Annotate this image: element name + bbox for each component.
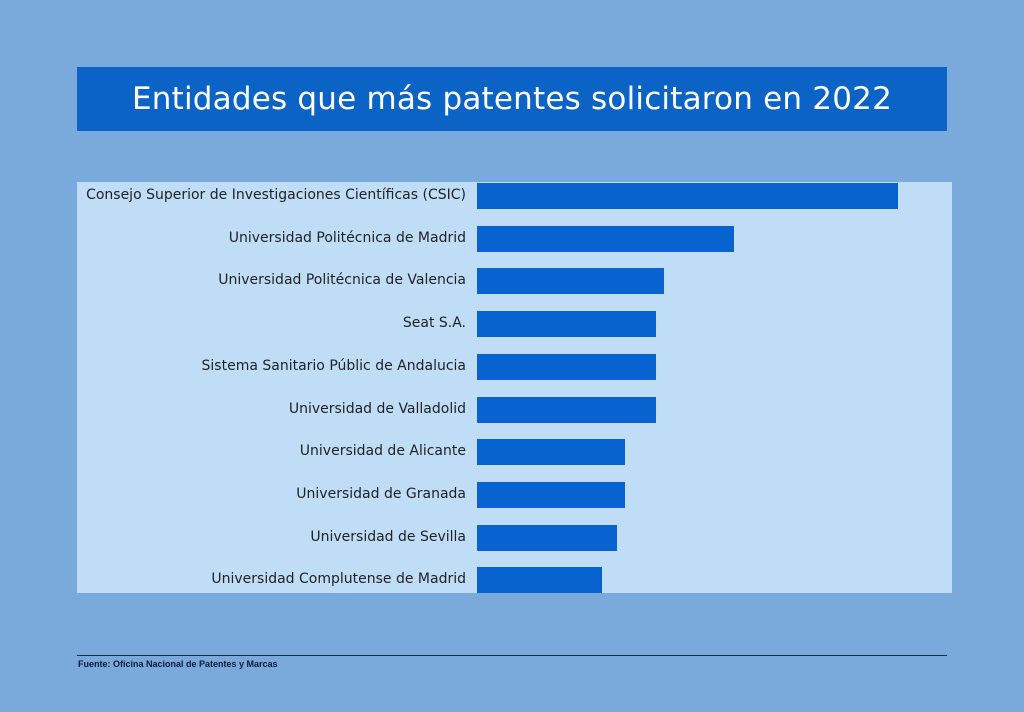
divider [77,655,947,656]
bar [477,226,734,252]
bar [477,567,602,593]
bar [477,397,656,423]
bar [477,439,625,465]
category-label: Universidad de Valladolid [289,401,466,417]
title-banner: Entidades que más patentes solicitaron e… [77,67,947,131]
category-label: Universidad Politécnica de Valencia [218,272,466,288]
category-label: Universidad de Alicante [300,443,466,459]
bar [477,354,656,380]
category-label: Universidad Complutense de Madrid [211,571,466,587]
category-label: Universidad de Sevilla [310,529,466,545]
category-label: Consejo Superior de Investigaciones Cien… [86,187,466,203]
category-label: Universidad Politécnica de Madrid [229,230,466,246]
bar [477,525,617,551]
category-label: Sistema Sanitario Públic de Andalucia [202,358,466,374]
category-label: Universidad de Granada [296,486,466,502]
category-label: Seat S.A. [403,315,466,331]
source-note: Fuente: Oficina Nacional de Patentes y M… [78,659,278,669]
bar [477,311,656,337]
bar [477,268,664,294]
bar [477,482,625,508]
bar [477,183,898,209]
chart-title: Entidades que más patentes solicitaron e… [132,81,892,117]
